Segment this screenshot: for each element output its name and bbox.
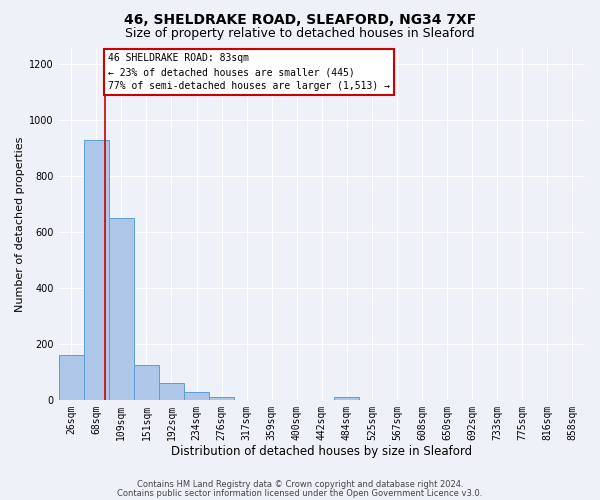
Bar	[334, 398, 359, 400]
Text: Size of property relative to detached houses in Sleaford: Size of property relative to detached ho…	[125, 28, 475, 40]
Y-axis label: Number of detached properties: Number of detached properties	[15, 136, 25, 312]
Text: Contains public sector information licensed under the Open Government Licence v3: Contains public sector information licen…	[118, 488, 482, 498]
Bar	[159, 384, 184, 400]
Bar	[209, 398, 234, 400]
Bar	[59, 356, 84, 400]
Bar	[134, 365, 159, 400]
Bar	[109, 218, 134, 400]
X-axis label: Distribution of detached houses by size in Sleaford: Distribution of detached houses by size …	[171, 444, 472, 458]
Bar	[184, 392, 209, 400]
Text: Contains HM Land Registry data © Crown copyright and database right 2024.: Contains HM Land Registry data © Crown c…	[137, 480, 463, 489]
Bar	[84, 140, 109, 400]
Text: 46, SHELDRAKE ROAD, SLEAFORD, NG34 7XF: 46, SHELDRAKE ROAD, SLEAFORD, NG34 7XF	[124, 12, 476, 26]
Text: 46 SHELDRAKE ROAD: 83sqm
← 23% of detached houses are smaller (445)
77% of semi-: 46 SHELDRAKE ROAD: 83sqm ← 23% of detach…	[108, 53, 390, 91]
